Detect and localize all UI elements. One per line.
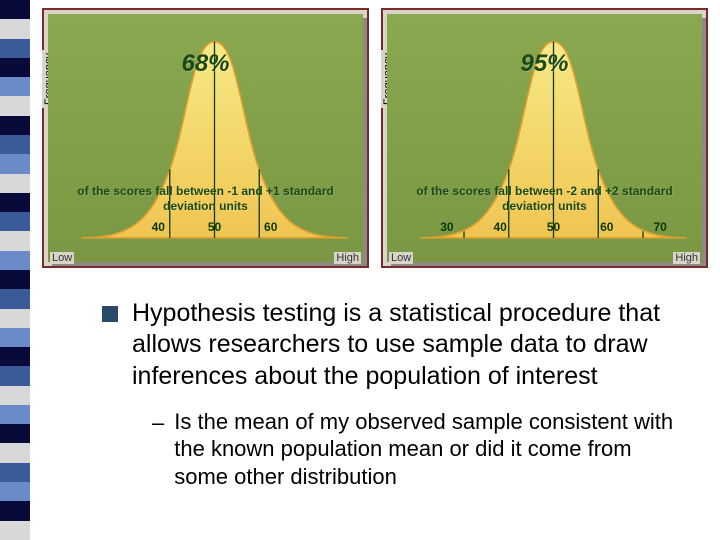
- sidebar-stripe: [0, 424, 30, 443]
- tick-label: 40: [152, 220, 165, 238]
- sidebar-stripe: [0, 289, 30, 308]
- tick-label: 70: [653, 220, 666, 238]
- bullet-text: Hypothesis testing is a statistical proc…: [132, 298, 688, 392]
- sub-bullet-text: Is the mean of my observed sample consis…: [174, 408, 688, 491]
- sidebar-stripe: [0, 19, 30, 38]
- slide-content: Frequency 68%: [30, 0, 720, 540]
- sidebar-stripe: [0, 347, 30, 366]
- caption-text: of the scores fall between -2 and +2 sta…: [415, 184, 673, 214]
- percent-label: 68%: [181, 50, 229, 78]
- sidebar-stripe: [0, 231, 30, 250]
- axis-high-label: High: [673, 252, 700, 264]
- sidebar-stripe: [0, 501, 30, 520]
- sidebar-stripe: [0, 77, 30, 96]
- axis-high-label: High: [334, 252, 361, 264]
- dash-bullet-icon: –: [152, 410, 164, 491]
- sidebar-stripe: [0, 386, 30, 405]
- sidebar-stripe: [0, 328, 30, 347]
- sidebar-stripe: [0, 58, 30, 77]
- tick-label: 50: [547, 220, 560, 238]
- chart-plot-area: 95% of the scores fall between -2 and +2…: [387, 14, 702, 262]
- tick-label: 60: [600, 220, 613, 238]
- sub-bullet-item: – Is the mean of my observed sample cons…: [42, 408, 708, 491]
- sidebar-stripe: [0, 116, 30, 135]
- sidebar-stripe: [0, 0, 30, 19]
- chart-plot-area: 68% of the scores fall between -1 and +1…: [48, 14, 363, 262]
- axis-low-label: Low: [50, 252, 74, 264]
- sidebar-stripe: [0, 463, 30, 482]
- caption-text: of the scores fall between -1 and +1 sta…: [76, 184, 334, 214]
- sidebar-stripe: [0, 174, 30, 193]
- sidebar-stripe: [0, 443, 30, 462]
- sidebar-stripe: [0, 154, 30, 173]
- sidebar-stripe: [0, 212, 30, 231]
- axis-low-label: Low: [389, 252, 413, 264]
- tick-label: 40: [494, 220, 507, 238]
- sidebar-stripe: [0, 251, 30, 270]
- x-axis-ticks: 40 50 60: [76, 220, 353, 238]
- x-axis-ticks: 30 40 50 60 70: [415, 220, 692, 238]
- decorative-sidebar: [0, 0, 30, 540]
- sidebar-stripe: [0, 96, 30, 115]
- sidebar-stripe: [0, 309, 30, 328]
- sidebar-stripe: [0, 405, 30, 424]
- percent-label: 95%: [520, 50, 568, 78]
- charts-row: Frequency 68%: [42, 8, 708, 268]
- chart-panel-68pct: Frequency 68%: [42, 8, 369, 268]
- sidebar-stripe: [0, 193, 30, 212]
- sidebar-stripe: [0, 39, 30, 58]
- sidebar-stripe: [0, 366, 30, 385]
- square-bullet-icon: [102, 306, 118, 322]
- bullet-item: Hypothesis testing is a statistical proc…: [42, 298, 708, 392]
- sidebar-stripe: [0, 135, 30, 154]
- sidebar-stripe: [0, 521, 30, 540]
- sidebar-stripe: [0, 270, 30, 289]
- tick-label: 30: [440, 220, 453, 238]
- tick-label: 50: [208, 220, 221, 238]
- chart-panel-95pct: Frequency: [381, 8, 708, 268]
- sidebar-stripe: [0, 482, 30, 501]
- tick-label: 60: [264, 220, 277, 238]
